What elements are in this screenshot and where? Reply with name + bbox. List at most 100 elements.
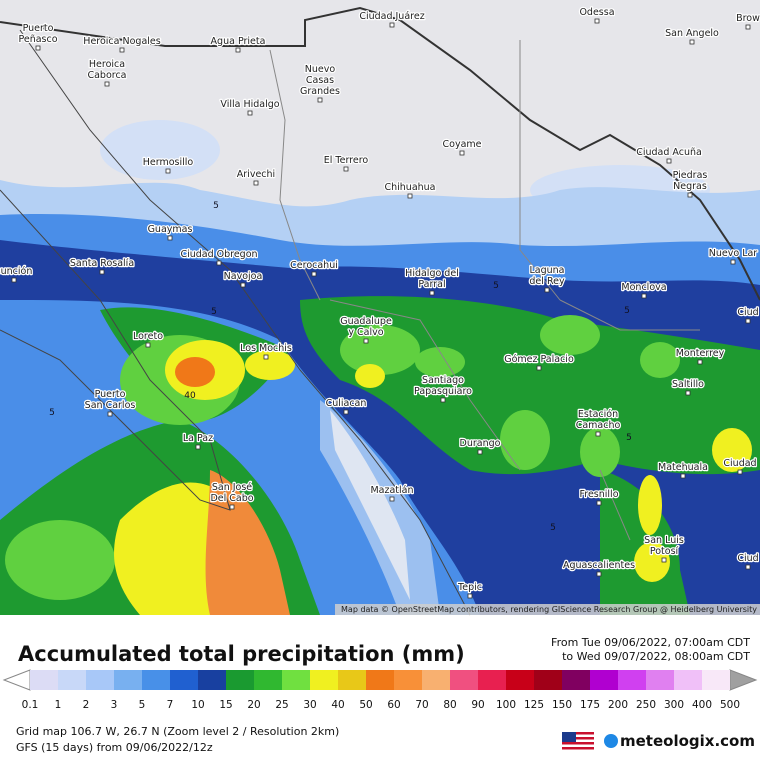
city-label: Hidalgo del	[405, 268, 459, 279]
colorbar-label: 60	[387, 699, 400, 711]
colorbar-cell	[394, 670, 422, 690]
city: Heroica Nogales	[82, 35, 162, 53]
colorbar-cell	[114, 670, 142, 690]
city-label: Ciud	[737, 307, 758, 318]
colorbar-cell	[58, 670, 86, 690]
city-marker	[11, 277, 17, 283]
city-label: del Rey	[529, 276, 565, 287]
city-marker	[145, 342, 151, 348]
city-marker	[544, 287, 550, 293]
contour-label: 5	[550, 523, 556, 533]
colorbar-label: 125	[524, 699, 544, 711]
city-marker	[167, 235, 173, 241]
city-marker	[343, 409, 349, 415]
city-marker	[745, 564, 751, 570]
city-marker	[440, 397, 446, 403]
city-label: Monclova	[621, 282, 666, 293]
city-marker	[35, 45, 41, 51]
city-marker	[263, 354, 269, 360]
city-marker	[343, 166, 349, 172]
city-label: Gómez Palacio	[504, 354, 574, 365]
city-marker	[165, 168, 171, 174]
colorbar-label: 15	[219, 699, 232, 711]
city-label: Puerto	[23, 23, 54, 34]
city-label: Laguna	[529, 265, 564, 276]
city: Ciudad Obregon	[179, 248, 259, 266]
city-label: Guadalupe	[340, 316, 392, 327]
city-label: Ciudad Obregon	[180, 249, 257, 260]
colorbar-cell	[198, 670, 226, 690]
city-marker	[467, 593, 473, 599]
city-label: Heroica Nogales	[83, 36, 160, 47]
city-marker	[641, 293, 647, 299]
city-label: Ciud	[737, 553, 758, 564]
city-marker	[389, 22, 395, 28]
city-label: San Angelo	[665, 28, 719, 39]
contour-label: 5	[213, 201, 219, 211]
city: Los Mochis	[239, 342, 293, 360]
colorbar-label: 40	[331, 699, 344, 711]
contour-label: 5	[624, 306, 630, 316]
colorbar-cell	[450, 670, 478, 690]
colorbar-label: 30	[303, 699, 316, 711]
city-marker	[477, 449, 483, 455]
city-marker	[99, 269, 105, 275]
city-label: San Luis	[644, 535, 684, 546]
colorbar-min	[2, 669, 31, 691]
city-label: Los Mochis	[240, 343, 292, 354]
city: Cerocahui	[289, 259, 339, 277]
city: Tepic	[456, 581, 483, 599]
city: Arivechi	[236, 168, 276, 186]
city-marker	[317, 97, 323, 103]
city-label: Aguascalientes	[563, 560, 635, 571]
map: Map data © OpenStreetMap contributors, r…	[0, 0, 760, 616]
colorbar-cell	[506, 670, 534, 690]
city-label: Villa Hidalgo	[220, 99, 279, 110]
city-label: Camacho	[576, 420, 621, 431]
city: Ciud	[736, 306, 760, 324]
city-label: Hermosillo	[143, 157, 194, 168]
colorbar-cell	[310, 670, 338, 690]
city-label: Chihuahua	[384, 182, 435, 193]
city: Saltillo	[671, 378, 705, 396]
city-label: Puerto	[95, 389, 126, 400]
city: Matehuala	[657, 461, 709, 479]
colorbar-cell	[562, 670, 590, 690]
colorbar-cell	[674, 670, 702, 690]
contour-label: 5	[49, 408, 55, 418]
colorbar-label: 300	[664, 699, 684, 711]
city-label: Mazatlán	[370, 485, 413, 496]
city: Culiacan	[324, 397, 368, 415]
period-from: From Tue 09/06/2022, 07:00am CDT	[551, 636, 750, 649]
city-marker	[195, 444, 201, 450]
city: El Terrero	[323, 154, 370, 172]
city: San Angelo	[664, 27, 720, 45]
city-marker	[459, 150, 465, 156]
city: Ciud	[736, 552, 760, 570]
city-label: Parral	[418, 279, 445, 290]
city: Mazatlán	[369, 484, 415, 502]
city-marker	[745, 318, 751, 324]
city-label: Ciudad Acuña	[636, 147, 702, 158]
colorbar-cell	[338, 670, 366, 690]
city-label: Santiago	[422, 375, 464, 386]
city-marker	[596, 571, 602, 577]
colorbar-label: 250	[636, 699, 656, 711]
city-marker	[594, 18, 600, 24]
colorbar-label: 100	[496, 699, 516, 711]
contour-label: 40	[184, 391, 196, 401]
colorbar-cell	[534, 670, 562, 690]
city-label: Ciudad Juárez	[359, 11, 424, 22]
contour-label: 5	[211, 307, 217, 317]
city-marker	[685, 390, 691, 396]
city-label: El Terrero	[324, 155, 369, 166]
logo: meteologix.com	[620, 732, 755, 750]
city-marker	[389, 496, 395, 502]
city: Aguascalientes	[562, 559, 636, 577]
title: Accumulated total precipitation (mm)	[18, 642, 465, 666]
colorbar-label: 25	[275, 699, 288, 711]
colorbar-cell	[86, 670, 114, 690]
